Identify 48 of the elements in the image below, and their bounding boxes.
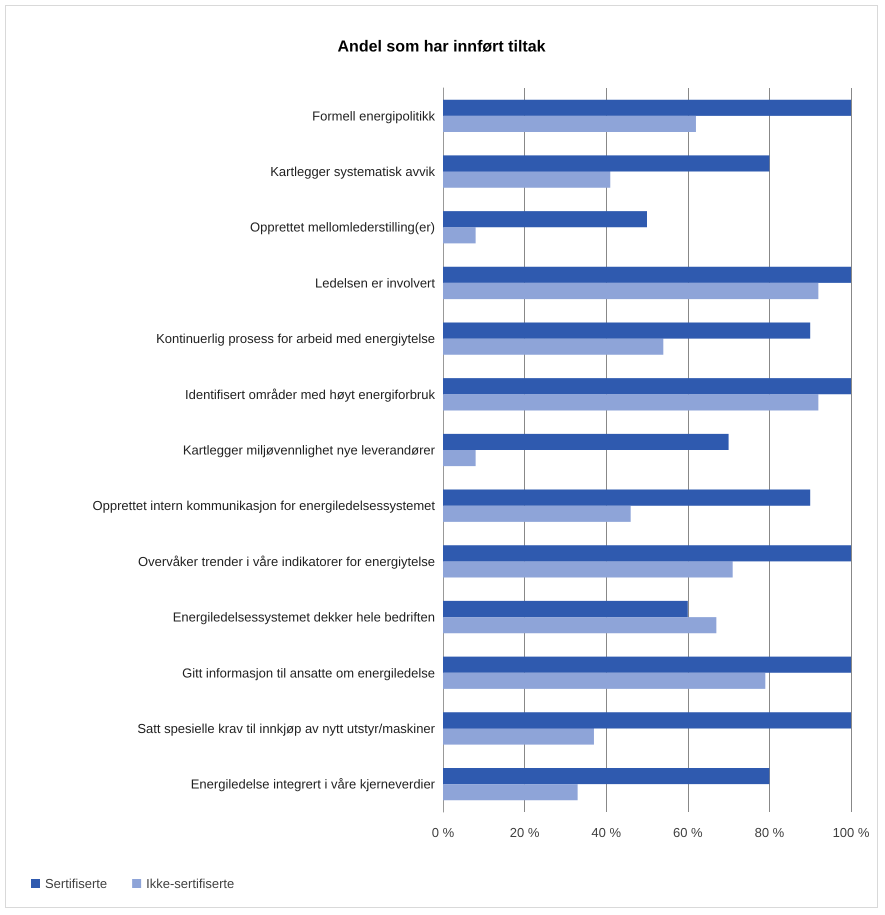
bar bbox=[443, 434, 729, 450]
x-tick-label: 100 % bbox=[832, 825, 870, 840]
bar bbox=[443, 728, 594, 745]
bar bbox=[443, 768, 770, 784]
x-tick-label: 60 % bbox=[672, 825, 704, 840]
y-tick-label: Energiledelsessystemet dekker hele bedriften bbox=[172, 610, 435, 625]
y-tick-label: Overvåker trender i våre indikatorer for energiytelse bbox=[138, 554, 435, 569]
x-tick-label: 40 % bbox=[591, 825, 622, 840]
bar bbox=[443, 155, 770, 172]
bar bbox=[443, 211, 647, 228]
bar bbox=[443, 266, 851, 283]
y-tick-label: Satt spesielle krav til innkjøp av nytt utstyr/maskiner bbox=[137, 720, 436, 736]
bar bbox=[443, 712, 851, 728]
bar bbox=[443, 322, 810, 339]
y-tick-label: Identifisert områder med høyt energiforbruk bbox=[185, 386, 436, 402]
x-tick-label: 80 % bbox=[754, 825, 785, 840]
bar bbox=[443, 227, 476, 244]
y-tick-label: Opprettet mellomlederstilling(er) bbox=[250, 220, 435, 235]
bar bbox=[443, 617, 716, 634]
bar bbox=[443, 545, 851, 562]
x-tick-label: 0 % bbox=[432, 825, 455, 840]
legend-label: Ikke-sertifiserte bbox=[146, 876, 234, 891]
y-tick-label: Opprettet intern kommunikasjon for energiledelsessystemet bbox=[92, 498, 436, 514]
bar bbox=[443, 784, 578, 800]
bar bbox=[443, 450, 476, 466]
y-tick-label: Kartlegger miljøvennlighet nye leverandører bbox=[182, 442, 436, 458]
y-tick-label: Energiledelse integrert i våre kjerneverdier bbox=[190, 776, 436, 792]
bar bbox=[443, 116, 696, 132]
bar bbox=[443, 490, 810, 506]
bar bbox=[443, 506, 631, 522]
y-tick-label: Ledelsen er involvert bbox=[315, 275, 436, 290]
chart-title: Andel som har innført tiltak bbox=[337, 38, 546, 56]
bar bbox=[443, 172, 610, 188]
x-tick-label: 20 % bbox=[510, 825, 540, 840]
bar bbox=[443, 282, 818, 300]
y-tick-label: Kartlegger systematisk avvik bbox=[270, 164, 436, 180]
bar bbox=[443, 394, 818, 410]
bar bbox=[443, 378, 851, 394]
y-tick-label: Gitt informasjon til ansatte om energiledelse bbox=[182, 665, 435, 680]
bar bbox=[443, 100, 851, 116]
legend-label: Sertifiserte bbox=[45, 876, 108, 891]
bar bbox=[443, 600, 688, 618]
bar bbox=[443, 338, 664, 355]
bar bbox=[443, 672, 766, 689]
y-tick-label: Formell energipolitikk bbox=[312, 108, 436, 124]
bar bbox=[443, 561, 733, 578]
y-tick-label: Kontinuerlig prosess for arbeid med energiytelse bbox=[156, 331, 435, 346]
bar bbox=[443, 656, 851, 673]
